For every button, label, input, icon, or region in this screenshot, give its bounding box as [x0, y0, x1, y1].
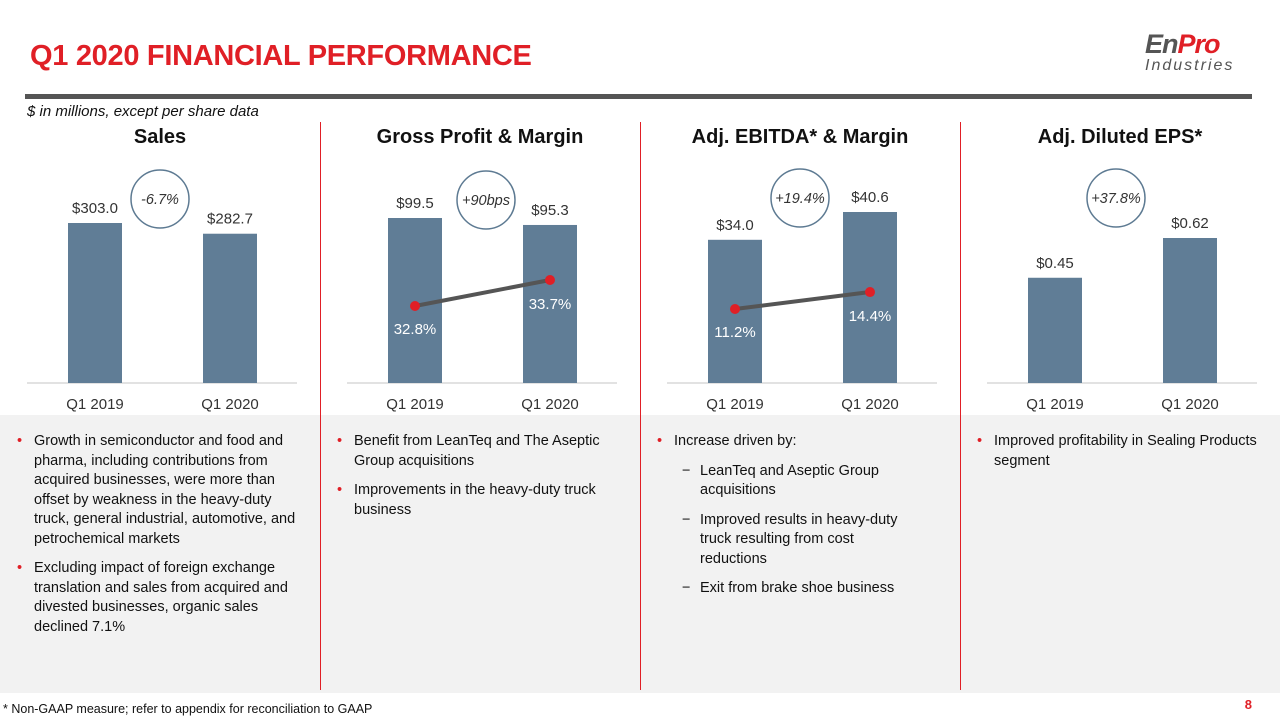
change-badge — [130, 169, 190, 229]
units-note: $ in millions, except per share data — [27, 103, 259, 120]
bar-value-label: $34.0 — [716, 217, 754, 234]
page-number: 8 — [1244, 697, 1252, 712]
margin-point — [545, 274, 555, 285]
change-badge — [456, 170, 516, 230]
bullet-item: Growth in semiconductor and food and pha… — [12, 432, 302, 549]
bullet-item: Benefit from LeanTeq and The Aseptic Gro… — [332, 432, 622, 471]
commentary-column: Growth in semiconductor and food and pha… — [12, 432, 302, 647]
slide-title: Q1 2020 FINANCIAL PERFORMANCE — [30, 40, 532, 72]
margin-line — [414, 278, 551, 308]
bar — [843, 212, 897, 383]
bullet-item: Improvements in the heavy-duty truck bus… — [332, 481, 622, 520]
margin-label: 14.4% — [849, 308, 892, 325]
margin-label: 32.8% — [394, 321, 437, 338]
bar-value-label: $0.45 — [1036, 255, 1074, 272]
divider — [960, 122, 961, 690]
divider — [640, 122, 641, 690]
bullet-item: Improved profitability in Sealing Produc… — [972, 432, 1262, 471]
footnote: * Non-GAAP measure; refer to appendix fo… — [3, 702, 373, 716]
x-tick-label: Q1 2019 — [706, 396, 764, 413]
bar-value-label: $303.0 — [72, 200, 118, 217]
margin-point — [410, 301, 420, 311]
sub-bullet-item: Exit from brake shoe business — [652, 579, 922, 599]
bar — [68, 223, 122, 383]
x-tick-label: Q1 2020 — [201, 396, 259, 413]
enpro-logo: EnPro Industries — [1145, 29, 1235, 74]
sub-bullet-item: Improved results in heavy-duty truck res… — [652, 511, 922, 570]
commentary-column: Improved profitability in Sealing Produc… — [972, 432, 1262, 481]
change-badge — [770, 168, 830, 228]
bar-value-label: $282.7 — [207, 211, 253, 228]
change-label: +90bps — [462, 193, 510, 209]
margin-point — [865, 287, 875, 298]
bullet-item: Increase driven by: — [652, 432, 942, 452]
title-rule — [25, 94, 1252, 99]
bar — [1163, 238, 1217, 383]
charts: $303.0 Q1 2019 $282.7 Q1 2020 -6.7% $99.5 Q1 2… — [27, 168, 1257, 413]
x-tick-label: Q1 2020 — [1161, 396, 1219, 413]
change-label: -6.7% — [141, 192, 179, 208]
commentary-column: Increase driven by: LeanTeq and Aseptic G… — [652, 432, 942, 609]
bullet-item: Excluding impact of foreign exchange tra… — [12, 559, 302, 637]
bar — [203, 233, 257, 383]
x-tick-label: Q1 2020 — [841, 396, 899, 413]
bar — [523, 224, 577, 383]
bar-value-label: $99.5 — [396, 195, 434, 212]
bar-value-label: $95.3 — [531, 202, 569, 219]
panel-title-eps: Adj. Diluted EPS* — [1037, 126, 1203, 148]
change-label: +37.8% — [1091, 191, 1141, 207]
panel-title-ebitda: Adj. EBITDA* & Margin — [691, 126, 909, 148]
x-tick-label: Q1 2019 — [1026, 396, 1084, 413]
x-tick-label: Q1 2020 — [521, 396, 579, 413]
margin-label: 33.7% — [529, 296, 572, 313]
x-tick-label: Q1 2019 — [66, 396, 124, 413]
margin-label: 11.2% — [714, 324, 755, 341]
change-badge — [1086, 168, 1146, 228]
change-label: +19.4% — [775, 191, 825, 207]
panel-title-sales: Sales — [133, 126, 187, 148]
margin-line — [734, 290, 871, 311]
bar-value-label: $0.62 — [1171, 215, 1209, 232]
commentary-column: Benefit from LeanTeq and The Aseptic Gro… — [332, 432, 622, 530]
margin-point — [730, 304, 740, 314]
bar — [1028, 277, 1082, 383]
bar-value-label: $40.6 — [851, 189, 889, 206]
panel-title-gross-profit: Gross Profit & Margin — [376, 126, 584, 148]
x-tick-label: Q1 2019 — [386, 396, 444, 413]
sub-bullet-item: LeanTeq and Aseptic Group acquisitions — [652, 462, 922, 501]
divider — [320, 122, 321, 690]
